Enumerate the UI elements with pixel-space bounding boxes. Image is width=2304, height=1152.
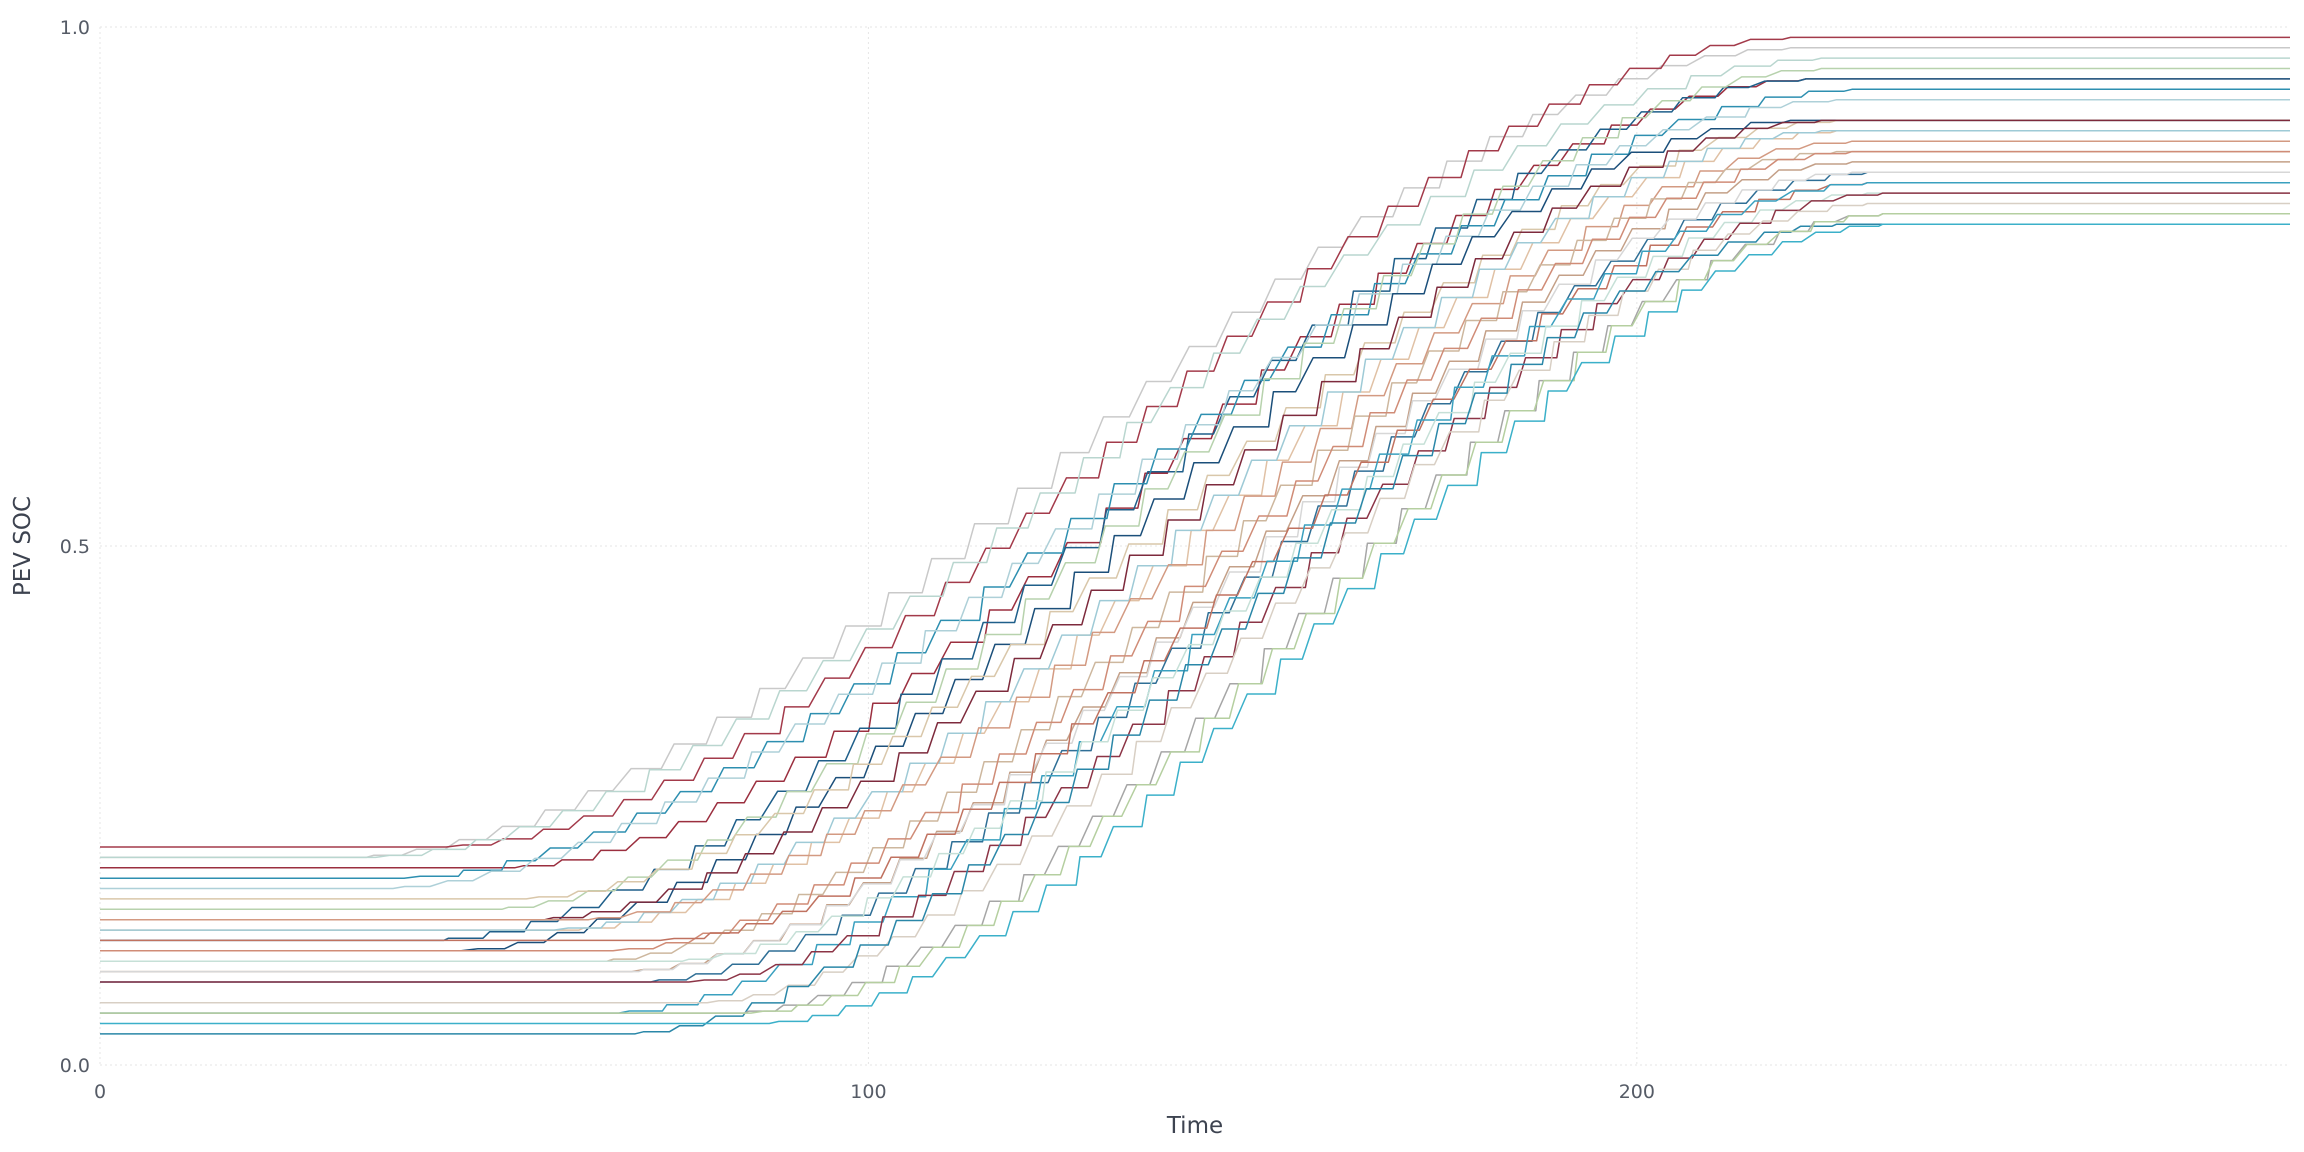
- soc-series-line: [100, 202, 2290, 1004]
- x-tick-label: 0: [94, 1081, 106, 1103]
- gridlines: [99, 26, 2290, 1066]
- soc-series-line: [100, 192, 2290, 962]
- soc-series-line: [100, 161, 2290, 973]
- y-tick-label: 1.0: [60, 17, 90, 39]
- y-axis-title: PEV SOC: [10, 496, 36, 596]
- soc-series-line: [100, 130, 2290, 931]
- soc-series-line: [100, 119, 2290, 921]
- soc-series-line: [100, 57, 2290, 859]
- y-tick-label: 0.0: [60, 1055, 90, 1077]
- soc-series-line: [100, 78, 2290, 942]
- soc-series-line: [100, 150, 2290, 952]
- x-tick-label: 100: [850, 1081, 886, 1103]
- soc-series-line: [100, 171, 2290, 973]
- y-tick-label: 0.5: [60, 536, 90, 558]
- soc-series-line: [100, 67, 2290, 911]
- soc-series-line: [100, 150, 2290, 962]
- soc-series-line: [100, 119, 2290, 900]
- soc-series-line: [100, 192, 2290, 983]
- tick-labels: 0 100 200 0.0 0.5 1.0: [60, 17, 1655, 1103]
- soc-series-line: [100, 223, 2290, 1025]
- soc-series-line: [100, 213, 2290, 1014]
- soc-series-line: [100, 171, 2290, 983]
- soc-series-line: [100, 213, 2290, 1014]
- soc-series-line: [100, 119, 2290, 952]
- soc-series-line: [100, 181, 2290, 942]
- x-tick-label: 200: [1619, 1081, 1655, 1103]
- soc-series-line: [100, 78, 2290, 869]
- soc-series-line: [100, 181, 2290, 1014]
- soc-series-line: [100, 36, 2290, 848]
- soc-series-line: [100, 88, 2290, 879]
- soc-series-line: [100, 98, 2290, 890]
- series-lines: [100, 36, 2290, 1035]
- x-axis-title: Time: [1166, 1113, 1223, 1139]
- soc-series-line: [100, 223, 2290, 1035]
